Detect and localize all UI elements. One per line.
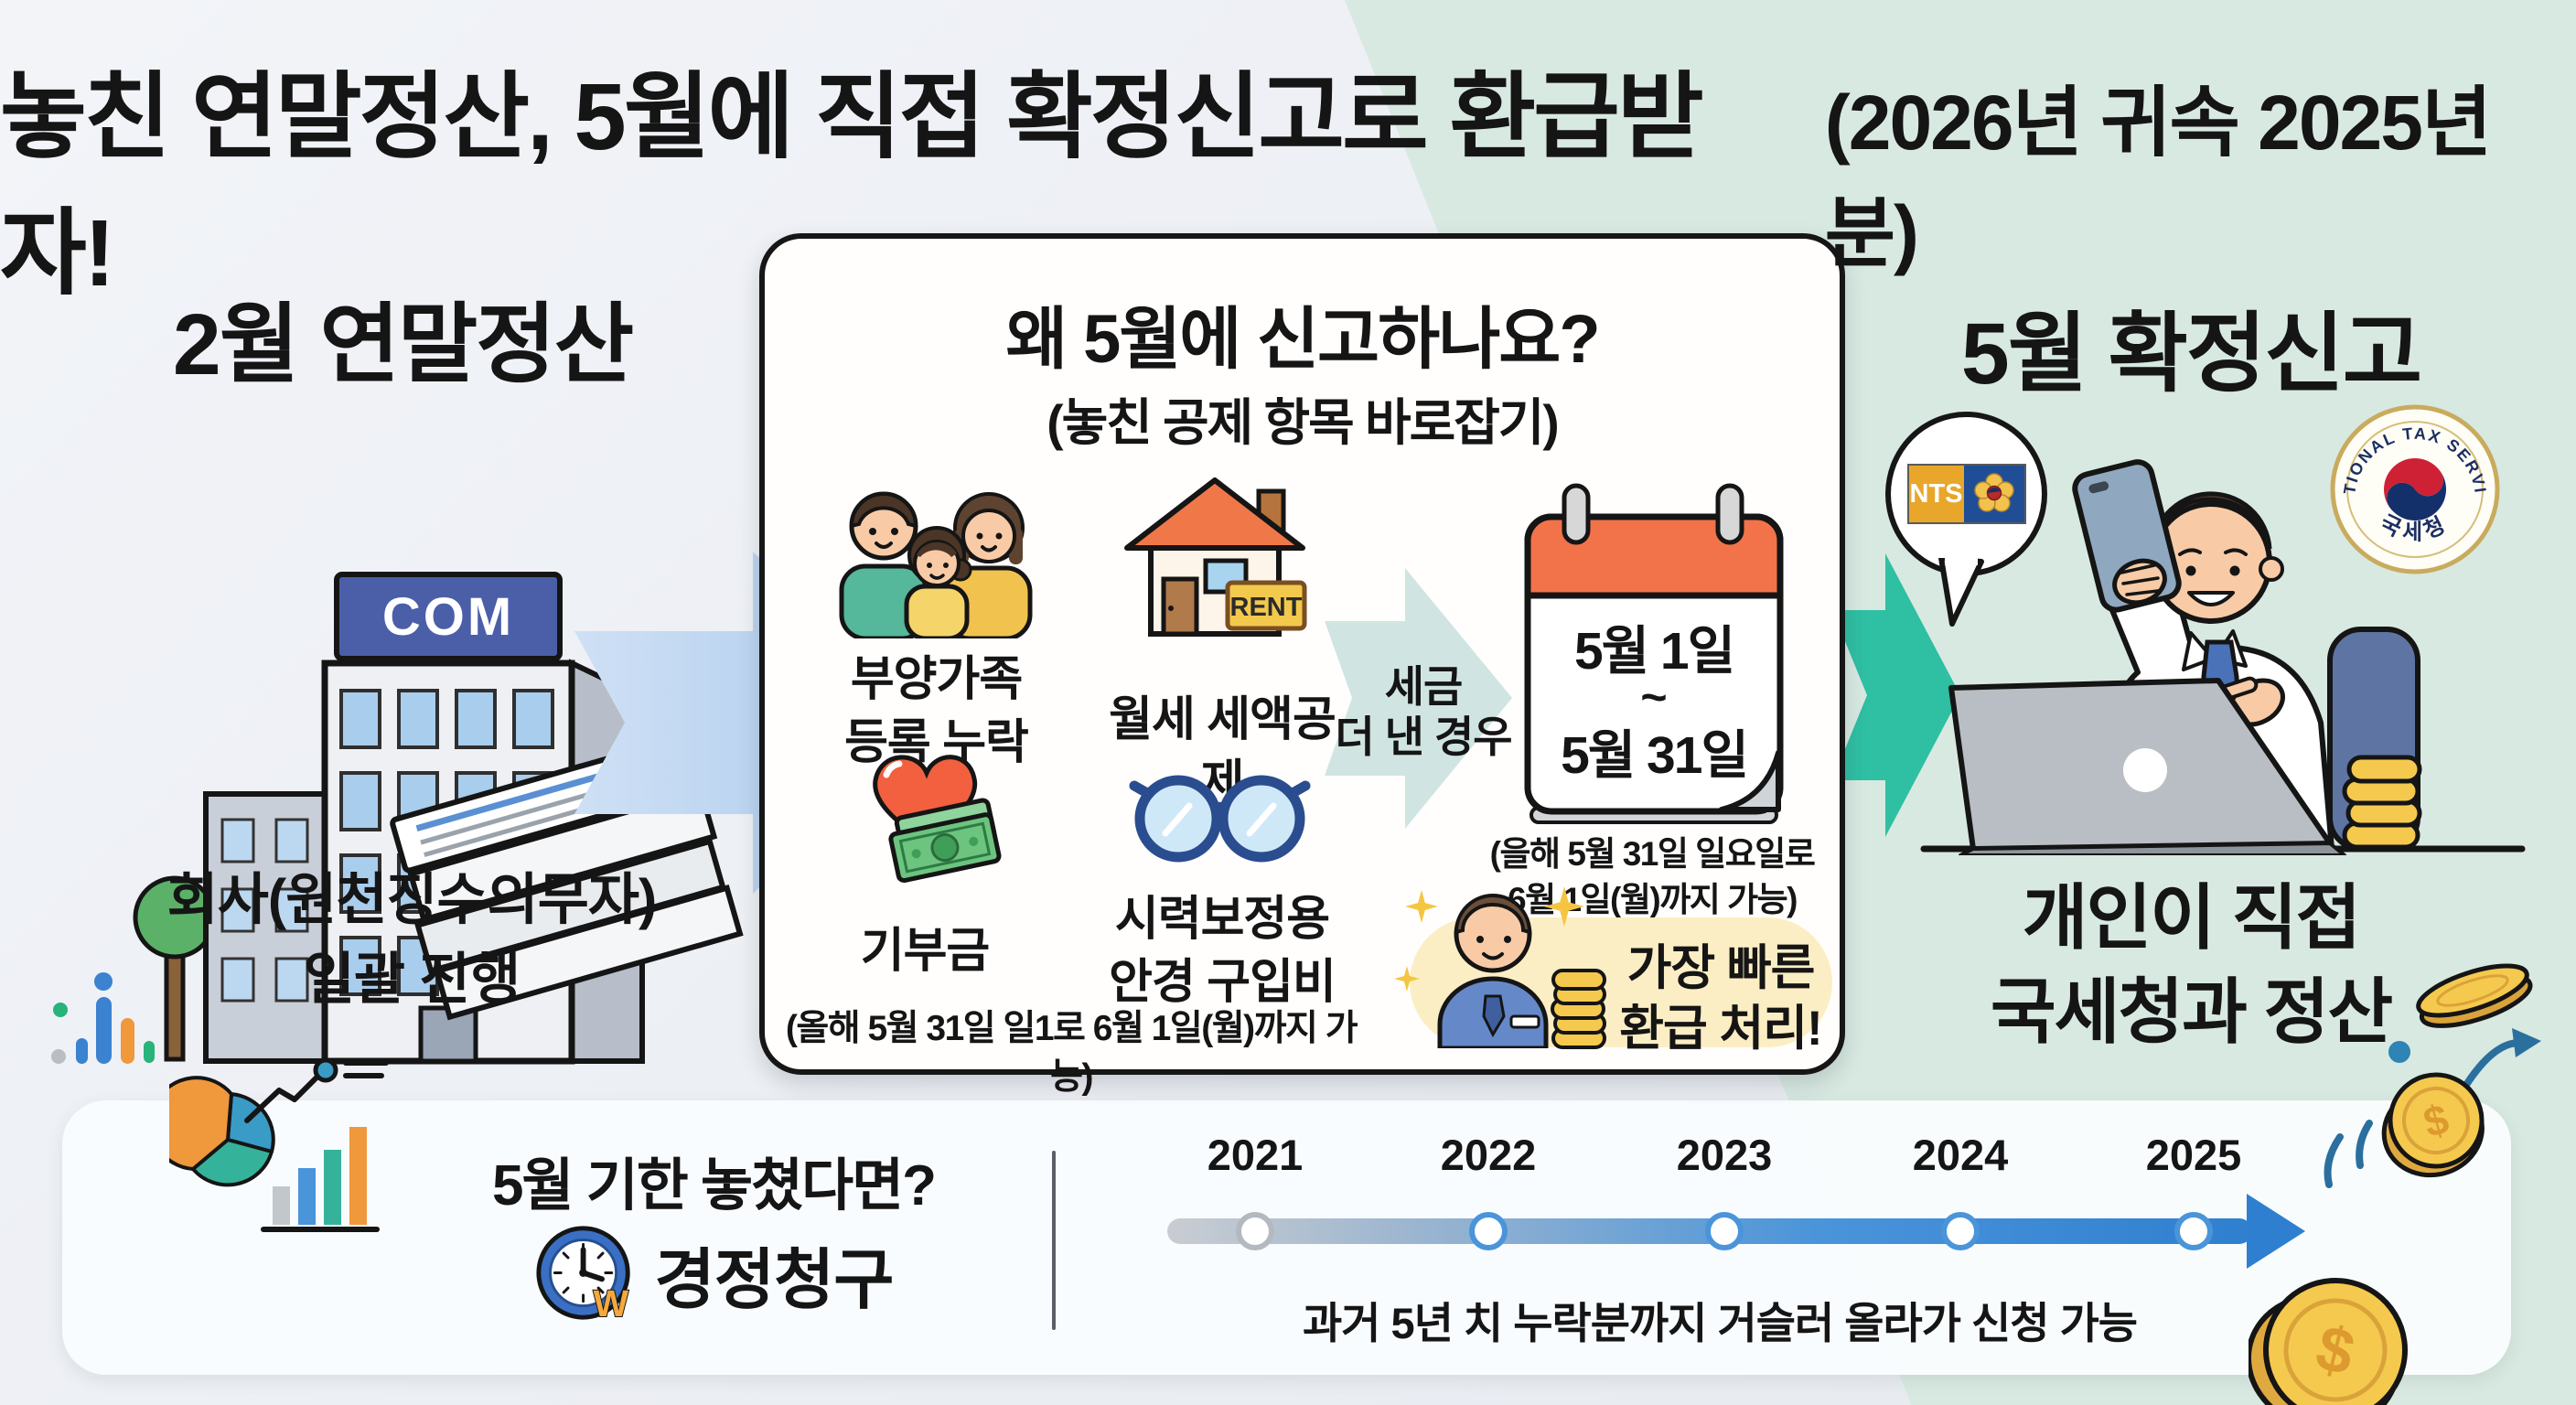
item-family-line1: 부양가족 xyxy=(850,653,1023,706)
pie-chart-icon xyxy=(169,1057,389,1187)
donation-heart-money-icon xyxy=(873,755,1002,884)
timeline-node-2022 xyxy=(1469,1212,1508,1250)
building-sign-label: COM xyxy=(382,587,514,647)
building-sign xyxy=(334,572,563,661)
tax-case-label: 세금 더 낸 경우 xyxy=(1321,661,1526,763)
timeline-node-2024 xyxy=(1941,1212,1980,1250)
timeline-caption: 과거 5년 치 누락분까지 거슬러 올라가 신청 가능 xyxy=(1302,1299,2138,1347)
family-icon xyxy=(839,491,1033,638)
right-caption: 개인이 직접 국세청과 정산 xyxy=(1907,871,2474,1059)
calendar-date-start: 5월 1일 xyxy=(1574,622,1733,681)
right-caption-line1: 개인이 직접 xyxy=(2022,877,2361,958)
left-caption-line2: 일괄 진행 xyxy=(303,947,521,1010)
bar-chart-icon xyxy=(261,1127,380,1232)
fast-refund-text: 가장 빠른 환급 처리! xyxy=(1606,938,1835,1060)
why-may-card: 왜 5월에 신고하나요? (놓친 공제 항목 바로잡기) 부양가족 xyxy=(759,233,1845,1097)
title-main: 놓친 연말정산, 5월에 직접 확정신고로 환급받자! xyxy=(0,64,1704,306)
timeline-year: 2024 xyxy=(1912,1131,2009,1179)
rent-sign-label: RENT xyxy=(1230,593,1303,622)
up-arrow-head xyxy=(2512,1028,2541,1057)
correction-claim-label: 경정청구 xyxy=(654,1243,895,1317)
panel-divider xyxy=(1052,1151,1056,1330)
laptop-icon xyxy=(1948,678,2346,855)
left-caption: 회사(원천징수의무자) 일괄 진행 xyxy=(101,860,723,1018)
money-bills xyxy=(888,798,1002,884)
sparkle-icon xyxy=(1394,966,1420,992)
nts-logo-right xyxy=(1963,466,2024,522)
calendar-icon: 5월 1일 ~ 5월 31일 xyxy=(1524,483,1784,824)
badge-line1: 가장 빠른 xyxy=(1626,941,1816,995)
mugunghwa-flower-icon xyxy=(1973,473,2014,512)
left-section-heading: 2월 연말정산 xyxy=(172,296,634,393)
item-glasses-line2: 안경 구입비 xyxy=(1109,955,1336,1009)
nts-logo-left: NTS xyxy=(1908,466,1964,522)
card-subheading: (놓친 공제 항목 바로잡기) xyxy=(1046,394,1559,451)
item-glasses-label: 시력보정용 안경 구입비 xyxy=(1094,888,1350,1014)
small-building-icon xyxy=(203,791,329,1064)
timeline-arrowhead xyxy=(2247,1194,2305,1269)
coin-stack-icon xyxy=(1551,969,1606,1049)
clock-won-mark: W xyxy=(593,1282,628,1325)
calendar-note: (을해 5월 31일 일요일로 6월 1일(월)까지 가능) xyxy=(1487,831,1817,923)
employee-avatar-icon xyxy=(1437,894,1549,1048)
calendar-tilde: ~ xyxy=(1640,671,1667,723)
nts-logo: NTS xyxy=(1906,464,2026,524)
taegeuk-symbol xyxy=(2384,458,2446,520)
page-title: 놓친 연말정산, 5월에 직접 확정신고로 환급받자! (2026년 귀속 20… xyxy=(0,40,2576,313)
tax-case-line1: 세금 xyxy=(1384,662,1463,711)
flow-arrow-right-icon xyxy=(1832,553,1960,837)
clock-icon: W xyxy=(535,1226,630,1325)
timeline-year: 2025 xyxy=(2145,1131,2242,1179)
glasses-icon xyxy=(1129,775,1311,863)
item-donation-label: 기부금 xyxy=(860,925,991,978)
timeline-node-2021 xyxy=(1236,1212,1274,1250)
coin-icon xyxy=(2416,963,2533,1028)
company-building-illustration: COM xyxy=(133,572,744,1065)
timeline-year: 2022 xyxy=(1440,1131,1537,1179)
nts-label: NTS xyxy=(1909,478,1963,509)
falling-coins-decoration: $ $ xyxy=(2249,963,2541,1405)
timeline-year: 2021 xyxy=(1207,1131,1304,1179)
motion-arc xyxy=(2356,1120,2373,1169)
correction-claim-row: W 경정청구 xyxy=(393,1222,1034,1325)
sparkle-icon xyxy=(1405,890,1438,923)
speech-bubble-tail xyxy=(1938,558,1984,627)
badge-line2: 환급 처리! xyxy=(1619,1002,1822,1056)
mini-bar-dots-icon xyxy=(51,972,155,1064)
blue-dot xyxy=(2388,1041,2410,1063)
right-caption-line2: 국세청과 정산 xyxy=(1990,971,2393,1052)
motion-arc xyxy=(2324,1133,2344,1188)
calendar-date-end: 5월 31일 xyxy=(1561,726,1747,785)
tax-case-arrow-icon xyxy=(1325,568,1512,829)
timeline-node-2025 xyxy=(2174,1212,2213,1250)
card-bottom-note: (올해 5월 31일 일1로 6월 1일(월)까지 가능) xyxy=(785,1009,1358,1097)
item-family-label: 부양가족 등록 누락 xyxy=(815,649,1057,774)
taxpayer-at-laptop-illustration xyxy=(1920,459,2526,855)
up-arrow-curve xyxy=(2463,1039,2523,1089)
left-caption-line1: 회사(원천징수의무자) xyxy=(166,868,658,930)
dollar-coin-icon: $ xyxy=(2249,1278,2408,1405)
calendar-note-line1: (을해 5월 31일 일요일로 xyxy=(1489,835,1816,873)
missed-deadline-question: 5월 기한 놓쳤다면? xyxy=(491,1154,937,1217)
desk-coin-stack-icon xyxy=(2342,755,2422,850)
tax-case-line2: 더 낸 경우 xyxy=(1335,713,1512,762)
national-tax-service-seal: NATIONAL TAX SERVICE 국세청 xyxy=(2328,402,2500,574)
sparkle-icon xyxy=(1544,886,1584,927)
timeline-year: 2023 xyxy=(1676,1131,1773,1179)
dollar-coin-icon: $ xyxy=(2381,1072,2485,1178)
title-suffix: (2026년 귀속 2025년분) xyxy=(1824,80,2493,276)
card-heading: 왜 5월에 신고하나요? xyxy=(1005,301,1600,377)
timeline-node-2023 xyxy=(1705,1212,1744,1250)
rent-house-icon: RENT xyxy=(1124,477,1307,637)
rent-sign xyxy=(1225,580,1307,631)
item-glasses-line1: 시력보정용 xyxy=(1114,893,1330,946)
right-section-heading: 5월 확정신고 xyxy=(1960,306,2422,402)
calendar-note-line2: 6월 1일(월)까지 가능) xyxy=(1508,880,1798,918)
